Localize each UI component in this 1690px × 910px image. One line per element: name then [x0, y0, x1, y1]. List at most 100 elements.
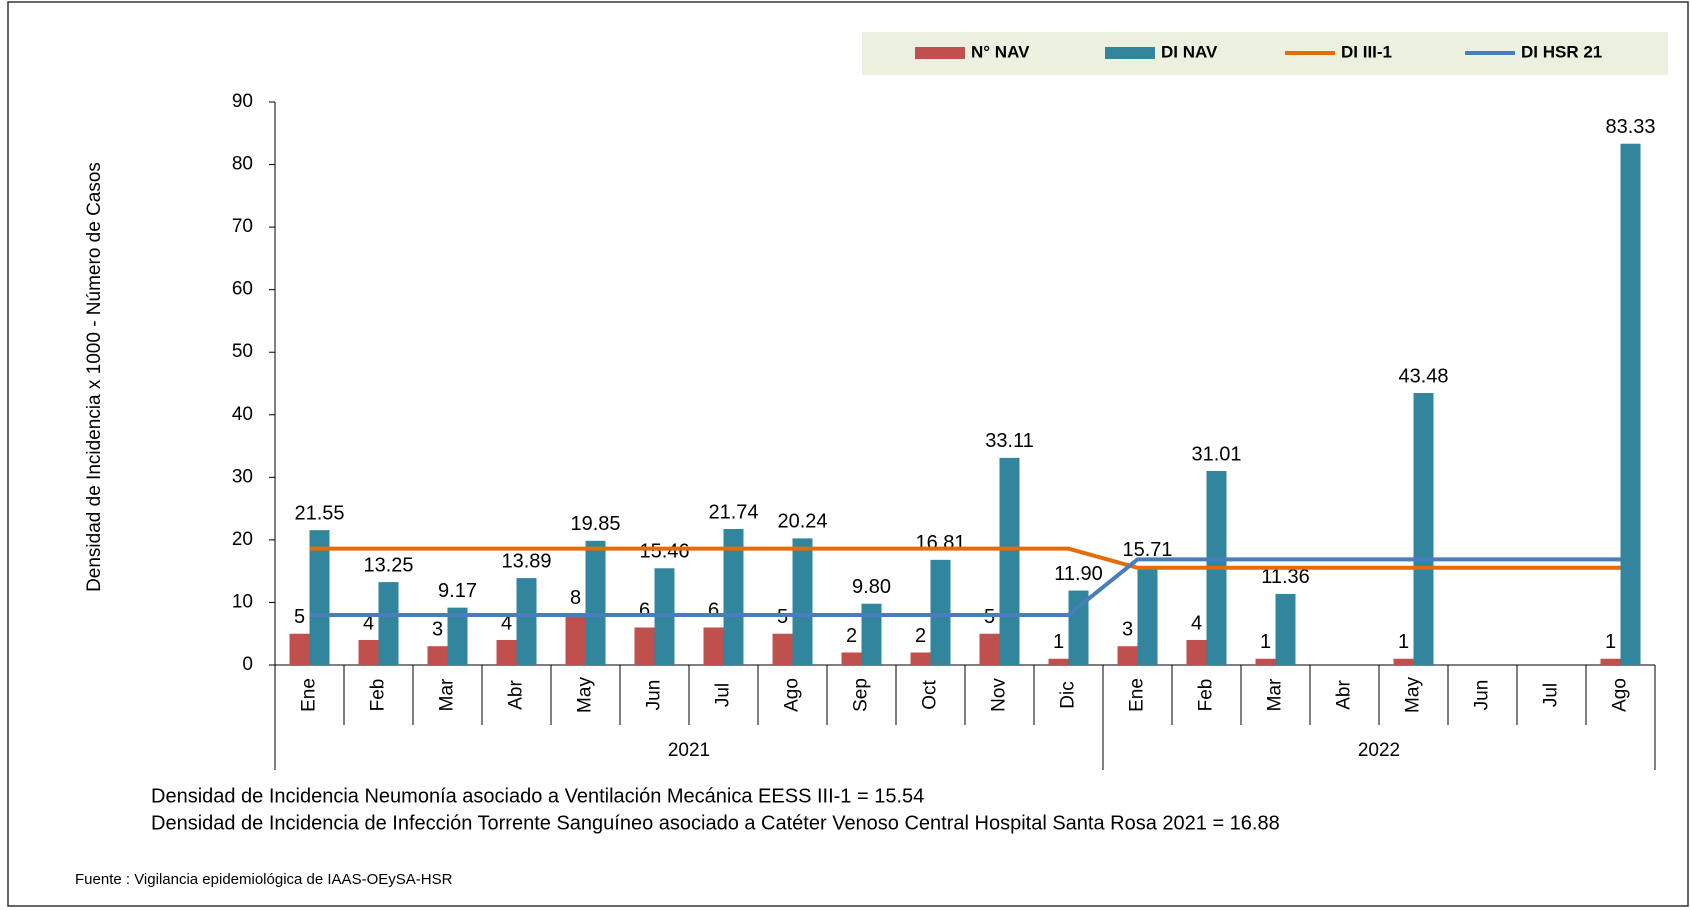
x-tick-label: Oct [920, 680, 941, 710]
x-tick-label: Ago [782, 678, 803, 712]
bar [565, 614, 586, 665]
legend-label: DI III-1 [1341, 42, 1392, 61]
bar [378, 582, 399, 665]
bar [1413, 393, 1434, 665]
x-tick-label: Ene [299, 678, 320, 712]
line [309, 557, 1621, 617]
data-label: 6 [639, 600, 650, 622]
x-tick-label: Abr [1334, 680, 1355, 710]
data-label: 11.36 [1261, 566, 1310, 588]
y-tick-label: 0 [242, 654, 253, 675]
bar [703, 627, 724, 665]
bar [1137, 566, 1158, 665]
bar [1600, 658, 1621, 665]
bar [930, 559, 951, 665]
bar [1048, 658, 1069, 665]
legend-box [862, 32, 1668, 75]
bar [841, 652, 862, 665]
x-tick-label: Jul [1541, 683, 1562, 707]
bar [447, 607, 468, 665]
bar [979, 633, 1000, 665]
data-label: 5 [294, 606, 305, 628]
bar [289, 633, 310, 665]
data-label: 3 [1122, 619, 1133, 641]
data-label: 83.33 [1605, 116, 1655, 138]
x-tick-label: Feb [368, 679, 389, 712]
data-label: 2 [915, 625, 926, 647]
data-label: 13.89 [501, 550, 551, 572]
bar [1186, 639, 1207, 665]
legend-swatch [915, 47, 965, 59]
y-tick-label: 90 [232, 91, 253, 112]
legend-label: N° NAV [971, 42, 1030, 61]
x-tick-label: Feb [1196, 679, 1217, 712]
data-label: 2 [846, 625, 857, 647]
x-tick-label: Jun [1472, 680, 1493, 711]
bar [516, 578, 537, 665]
bar [1393, 658, 1414, 665]
bar [309, 530, 330, 665]
data-label: 3 [432, 619, 443, 641]
data-label: 4 [363, 612, 374, 634]
bar [772, 633, 793, 665]
y-tick-label: 10 [232, 591, 253, 612]
data-label: 16.81 [915, 532, 965, 554]
bar [999, 457, 1020, 665]
frame [7, 1, 1689, 907]
legend-label: DI NAV [1161, 42, 1218, 61]
data-label: 4 [501, 612, 512, 634]
bar [1117, 646, 1138, 665]
bar [1255, 658, 1276, 665]
data-label: 15.71 [1122, 539, 1172, 561]
data-label: 9.17 [438, 580, 477, 602]
x-tick-label: Mar [437, 678, 458, 711]
bar [634, 627, 655, 665]
bar [496, 639, 517, 665]
x-tick-label: May [575, 677, 596, 713]
data-label: 1 [1605, 631, 1616, 653]
y-tick-label: 80 [232, 154, 253, 175]
bar [427, 646, 448, 665]
data-label: 8 [570, 587, 581, 609]
data-label: 20.24 [777, 511, 827, 533]
data-label: 21.55 [294, 502, 344, 524]
data-label: 15.46 [639, 541, 689, 563]
x-tick-label: Mar [1265, 678, 1286, 711]
x-tick-label: Jul [713, 683, 734, 707]
legend-swatch [1105, 47, 1155, 59]
bar [723, 529, 744, 665]
data-label: 19.85 [570, 513, 620, 535]
note: Densidad de Incidencia Neumonía asociado… [151, 785, 924, 807]
y-axis-label: Densidad de Incidencia x 1000 - Número d… [84, 162, 105, 592]
data-label: 5 [984, 606, 995, 628]
bar [585, 540, 606, 665]
data-label: 11.90 [1054, 563, 1103, 585]
data-label: 13.25 [363, 554, 413, 576]
y-tick-label: 60 [232, 279, 253, 300]
data-label: 6 [708, 600, 719, 622]
y-tick-label: 30 [232, 466, 253, 487]
y-tick-label: 50 [232, 341, 253, 362]
bar [1275, 593, 1296, 665]
data-label: 21.74 [708, 501, 758, 523]
bar [792, 538, 813, 665]
legend-label: DI HSR 21 [1521, 42, 1602, 61]
data-label: 9.80 [852, 576, 891, 598]
data-label: 1 [1398, 631, 1409, 653]
data-label: 4 [1191, 612, 1202, 634]
x-tick-label: Jun [644, 680, 665, 711]
data-label: 5 [777, 606, 788, 628]
x-tick-label: Sep [851, 678, 872, 712]
x-tick-label: Nov [989, 678, 1010, 712]
data-label: 31.01 [1191, 443, 1241, 465]
group-label: 2022 [1358, 740, 1400, 761]
x-tick-label: Abr [506, 680, 527, 710]
data-label: 1 [1053, 631, 1064, 653]
y-tick-label: 20 [232, 529, 253, 550]
bar [1620, 143, 1641, 665]
group-label: 2021 [668, 740, 710, 761]
data-label: 43.48 [1398, 365, 1448, 387]
x-tick-label: Dic [1058, 681, 1079, 708]
x-tick-label: Ene [1127, 678, 1148, 712]
